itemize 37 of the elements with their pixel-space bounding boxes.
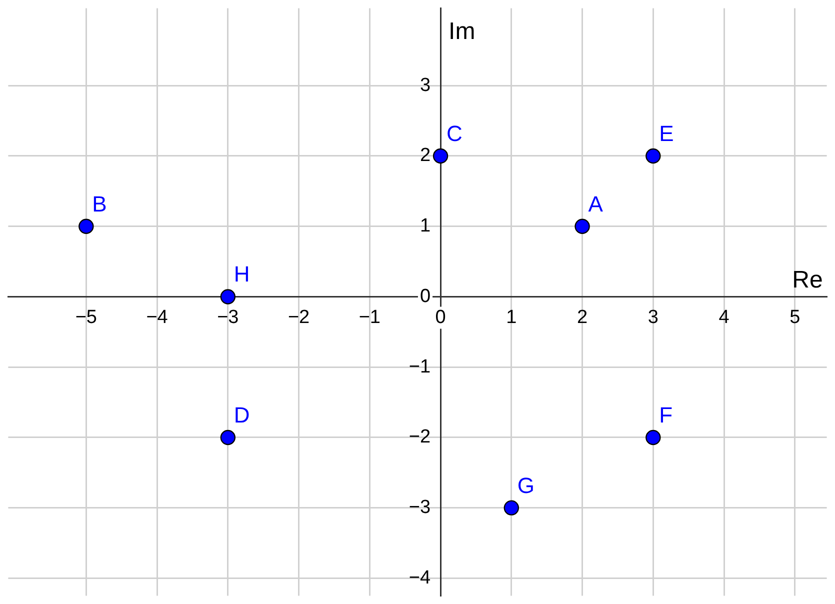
point	[646, 148, 661, 164]
data-label: E	[659, 120, 674, 146]
y-tick-label: −1	[408, 356, 431, 378]
x-tick-label: −4	[146, 306, 168, 328]
point	[574, 218, 590, 234]
x-tick-label: 3	[648, 306, 658, 328]
data-label: G	[517, 472, 535, 498]
x-tick-label: 5	[790, 306, 800, 328]
y-tick-label: 1	[420, 216, 431, 237]
x-tick-label: 1	[506, 306, 517, 328]
data-label: D	[234, 402, 250, 428]
x-tick-label: −5	[75, 306, 97, 328]
point	[432, 148, 448, 164]
x-tick-label: −1	[358, 306, 380, 328]
y-tick-label: 0	[420, 286, 431, 307]
x-tick-label: 4	[718, 306, 730, 328]
x-axis-title: Re	[792, 266, 823, 294]
x-tick-label: −3	[217, 306, 239, 328]
data-label: F	[659, 402, 673, 428]
y-tick-label: −4	[408, 567, 431, 588]
point	[646, 430, 661, 446]
data-label: C	[446, 120, 463, 146]
y-tick-label: 3	[420, 74, 431, 96]
x-tick-label: 0	[435, 306, 446, 328]
y-tick-label: −2	[408, 426, 431, 448]
data-label: B	[92, 191, 107, 216]
x-tick-label: −2	[288, 306, 310, 328]
point	[220, 289, 236, 304]
point	[78, 218, 94, 234]
point	[504, 500, 520, 516]
y-axis-title: Im	[448, 18, 476, 45]
data-label: A	[588, 191, 604, 216]
data-label: H	[234, 262, 250, 287]
y-tick-label: −3	[408, 497, 431, 518]
y-tick-label: 2	[420, 145, 431, 166]
x-tick-label: 2	[576, 306, 588, 328]
point	[220, 430, 236, 446]
